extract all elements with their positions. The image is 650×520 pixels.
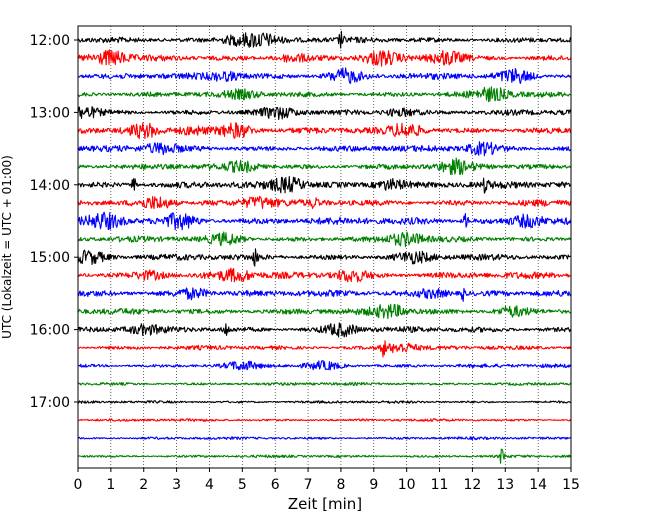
x-tick-label: 13 (496, 477, 514, 493)
trace-1615 (77, 340, 572, 358)
trace-1645 (77, 381, 572, 386)
x-tick-label: 7 (304, 477, 313, 493)
trace-1300 (77, 106, 572, 120)
x-tick-label: 14 (529, 477, 547, 493)
plot-frame (77, 25, 572, 469)
trace-1530 (77, 287, 572, 302)
x-tick-label: 15 (562, 477, 580, 493)
trace-1745 (77, 448, 572, 464)
x-tick-label: 0 (74, 477, 83, 493)
trace-1430 (77, 211, 572, 231)
trace-1445 (77, 231, 572, 248)
trace-1315 (77, 122, 572, 140)
trace-1515 (77, 267, 572, 283)
seismic-traces (77, 30, 572, 464)
trace-1415 (77, 195, 572, 210)
x-axis-ticks: 0 1 2 3 4 5 6 7 8 9 10 11 12 13 14 15 (74, 468, 580, 493)
x-tick-label: 5 (238, 477, 247, 493)
trace-1230 (77, 67, 572, 85)
trace-1330 (77, 141, 572, 157)
x-tick-label: 4 (205, 477, 214, 493)
trace-1730 (77, 436, 572, 441)
trace-1545 (77, 303, 572, 320)
x-tick-label: 10 (398, 477, 416, 493)
trace-1200 (77, 30, 572, 49)
x-tick-label: 1 (106, 477, 115, 493)
x-tick-label: 11 (431, 477, 449, 493)
x-tick-label: 8 (336, 477, 345, 493)
trace-1215 (77, 49, 572, 67)
trace-1245 (77, 86, 572, 103)
trace-1400 (77, 176, 572, 194)
y-tick-label: 12:00 (30, 33, 70, 49)
y-axis-label: UTC (Lokalzeit = UTC + 01:00) (0, 155, 14, 339)
x-tick-label: 6 (271, 477, 280, 493)
x-tick-label: 3 (172, 477, 181, 493)
trace-1500 (77, 248, 572, 267)
y-tick-label: 14:00 (30, 178, 70, 194)
trace-1700 (77, 400, 572, 404)
trace-1345 (77, 157, 572, 176)
trace-1600 (77, 322, 572, 338)
y-tick-label: 13:00 (30, 105, 70, 121)
trace-1630 (77, 359, 572, 371)
y-tick-label: 15:00 (30, 250, 70, 266)
x-tick-label: 9 (369, 477, 378, 493)
x-axis-label: Zeit [min] (288, 495, 362, 513)
y-axis-ticks: 12:00 13:00 14:00 15:00 16:00 17:00 (30, 33, 78, 411)
x-tick-label: 2 (139, 477, 148, 493)
x-tick-label: 12 (463, 477, 481, 493)
y-tick-label: 17:00 (30, 395, 70, 411)
y-tick-label: 16:00 (30, 323, 70, 339)
trace-1715 (77, 418, 572, 423)
